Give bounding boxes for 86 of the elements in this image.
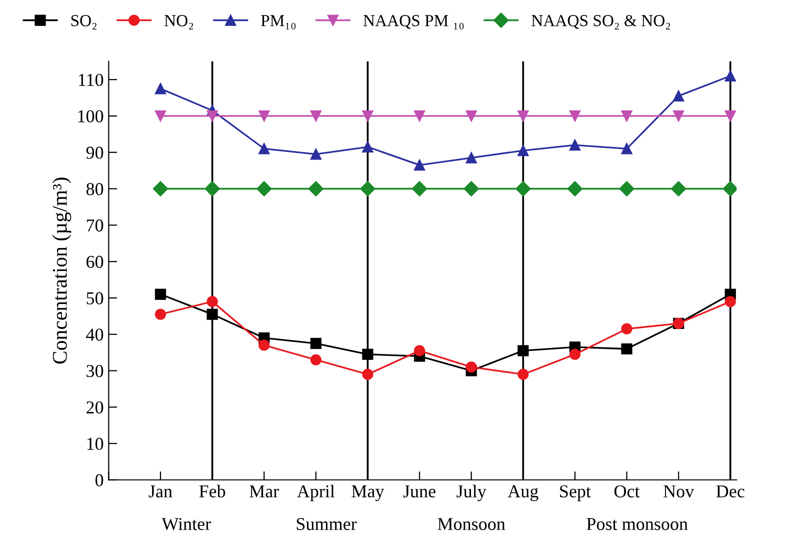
point <box>362 110 374 122</box>
point <box>154 288 166 300</box>
legend-label: NO₂ <box>164 15 194 30</box>
point <box>258 340 270 351</box>
x-tick-label: Mar <box>250 485 279 498</box>
point <box>310 148 322 160</box>
point <box>567 181 583 196</box>
point <box>516 181 531 196</box>
text: Post monsoon <box>586 518 688 530</box>
point <box>518 144 529 156</box>
point <box>518 368 529 380</box>
point <box>724 110 736 122</box>
point <box>414 345 426 356</box>
point <box>569 110 580 122</box>
point <box>466 152 477 164</box>
point <box>256 181 272 196</box>
point <box>670 181 686 196</box>
y-tick-label: 60 <box>86 256 104 268</box>
x-tick-label: Oct <box>614 485 640 498</box>
y-tick-label: 90 <box>86 146 104 159</box>
point <box>621 110 632 122</box>
point <box>412 181 428 196</box>
point <box>621 143 632 154</box>
point <box>518 110 529 122</box>
point <box>310 354 322 366</box>
y-tick-label: 50 <box>86 292 104 304</box>
legend-label: NAAQS SO₂ & NO₂ <box>532 15 670 30</box>
point <box>518 345 529 356</box>
text: Winter <box>162 518 211 530</box>
point <box>154 308 166 320</box>
point <box>154 110 166 122</box>
point <box>621 343 632 354</box>
point <box>308 181 324 196</box>
point <box>362 348 374 360</box>
point <box>152 181 168 196</box>
point <box>414 160 426 171</box>
point <box>724 70 736 82</box>
point <box>362 368 374 380</box>
text: Summer <box>296 518 357 530</box>
point <box>310 110 322 122</box>
point <box>619 181 634 196</box>
point <box>204 181 220 196</box>
y-tick-label: 110 <box>78 74 104 86</box>
point <box>362 141 374 152</box>
x-tick-label: June <box>403 485 436 498</box>
y-axis-title: Concentration (µg/m³) <box>52 178 72 364</box>
point <box>672 110 684 122</box>
y-tick-label: 100 <box>78 110 104 122</box>
legend-label: NAAQS PM ₁₀ <box>363 15 464 30</box>
text: Monsoon <box>438 518 506 530</box>
y-tick-label: 10 <box>87 438 104 450</box>
x-tick-label: Sept <box>560 485 591 502</box>
point <box>154 83 166 94</box>
x-tick-label: Feb <box>199 484 226 498</box>
x-tick-label: Dec <box>716 485 744 498</box>
x-tick-label: July <box>456 484 486 502</box>
x-tick-label: May <box>352 485 384 502</box>
point <box>569 348 580 360</box>
point <box>466 362 477 373</box>
x-tick-label: Aug <box>508 485 538 502</box>
legend-label: PM₁₀ <box>261 15 296 30</box>
y-tick-label: 70 <box>86 219 104 232</box>
point <box>206 110 218 122</box>
point <box>466 110 477 122</box>
x-tick-label: Nov <box>664 485 694 498</box>
point <box>722 181 737 196</box>
x-tick-label: Jan <box>148 485 172 498</box>
y-tick-label: 30 <box>86 364 104 378</box>
legend-label: SO₂ <box>71 15 96 30</box>
point <box>621 323 632 334</box>
point <box>310 338 322 349</box>
point <box>672 90 684 102</box>
point <box>724 296 736 308</box>
x-tick-label: April <box>297 484 335 502</box>
point <box>569 140 580 151</box>
y-tick-label: 20 <box>86 401 104 414</box>
point <box>206 308 218 320</box>
y-tick-label: 40 <box>86 328 104 341</box>
point <box>464 181 479 196</box>
point <box>258 143 270 154</box>
point <box>206 296 218 308</box>
point <box>258 110 270 122</box>
point <box>360 181 376 196</box>
y-tick-label: 80 <box>86 183 104 196</box>
y-tick-label: 0 <box>95 474 104 486</box>
point <box>414 110 426 122</box>
